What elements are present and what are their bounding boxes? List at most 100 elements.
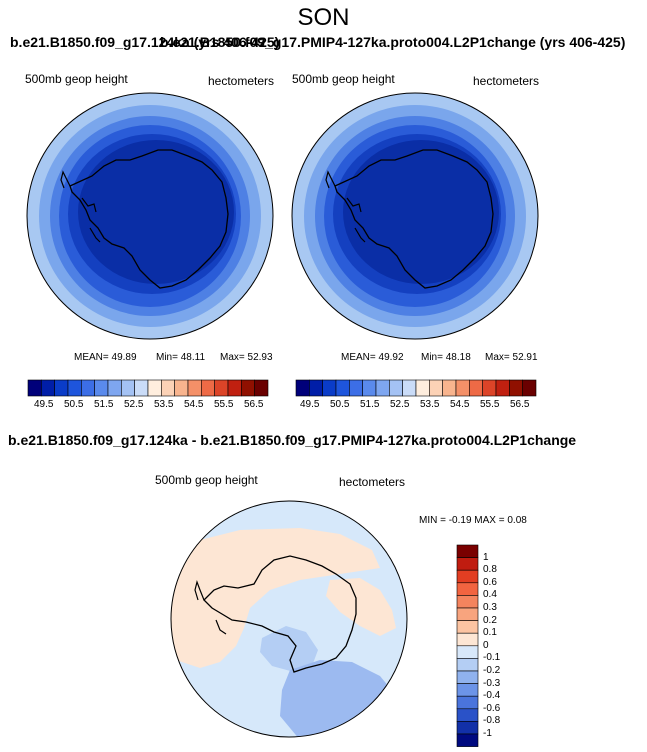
- colorbar-tick-label: 0.8: [483, 564, 497, 576]
- left-polar-map: [27, 93, 273, 339]
- colorbar-tick-label: 53.5: [154, 399, 174, 410]
- colorbar-tick-label: -0.6: [483, 702, 501, 714]
- colorbar-cell: [456, 708, 479, 722]
- colorbar-cell: [309, 379, 323, 397]
- colorbar-cell: [349, 379, 363, 397]
- left-max-stat: Max= 52.93: [220, 352, 273, 363]
- colorbar-cell: [362, 379, 377, 397]
- map-core: [343, 140, 499, 284]
- left-panel-title: b.e21.B1850.f09_g17.124ka (yrs 406-425): [10, 34, 280, 50]
- colorbar-tick-label: 49.5: [300, 399, 320, 410]
- colorbar-tick-label: -0.3: [483, 677, 501, 689]
- difference-min-max-stat: MIN = -0.19 MAX = 0.08: [419, 515, 527, 526]
- colorbar-cell: [322, 379, 337, 397]
- colorbar-cell: [121, 379, 135, 397]
- colorbar-tick-label: 56.5: [510, 399, 530, 410]
- colorbar-tick-label: 50.5: [330, 399, 350, 410]
- colorbar-tick-label: -0.8: [483, 715, 501, 727]
- colorbar-tick-label: -0.2: [483, 665, 501, 676]
- colorbar-cell: [67, 379, 82, 397]
- colorbar-cell: [81, 379, 95, 397]
- difference-map-border: [170, 500, 408, 738]
- colorbar-cell: [442, 379, 457, 397]
- right-panel-variable-label: 500mb geop height: [292, 72, 395, 86]
- colorbar-cell: [41, 379, 55, 397]
- left-mean-stat: MEAN= 49.89: [74, 352, 137, 363]
- colorbar-tick-label: 0.2: [483, 614, 497, 626]
- left-colorbar: [27, 379, 269, 397]
- colorbar-cell: [456, 695, 479, 710]
- colorbar-cell: [456, 569, 479, 584]
- difference-polar-map: [171, 501, 407, 737]
- colorbar-tick-label: 55.5: [480, 399, 500, 410]
- colorbar-tick-label: 50.5: [64, 399, 84, 410]
- right-map-border: [291, 92, 539, 340]
- right-mean-stat: MEAN= 49.92: [341, 352, 404, 363]
- right-polar-map: [292, 93, 538, 339]
- colorbar-tick-label: 0.1: [483, 627, 497, 639]
- colorbar-cell: [456, 582, 479, 596]
- colorbar-cell: [161, 379, 175, 397]
- colorbar-tick-label: 0.6: [483, 576, 497, 588]
- colorbar-tick-label: 52.5: [124, 399, 144, 410]
- colorbar-tick-label: 51.5: [94, 399, 114, 410]
- antarctic-peninsula: [194, 579, 227, 635]
- map-core: [78, 140, 234, 284]
- right-panel-title: b.e21.B1850.f09_g17.PMIP4-127ka.proto004…: [160, 34, 626, 50]
- colorbar-cell: [402, 379, 417, 397]
- colorbar-cell: [94, 379, 109, 397]
- colorbar-cell: [241, 379, 255, 397]
- colorbar-cell: [415, 379, 430, 397]
- colorbar-cell: [456, 683, 479, 697]
- difference-variable-label: 500mb geop height: [155, 473, 258, 487]
- colorbar-tick-label: 54.5: [450, 399, 470, 410]
- colorbar-cell: [456, 733, 479, 747]
- difference-colorbar: [456, 544, 479, 747]
- left-map-border: [26, 92, 274, 340]
- colorbar-cell: [456, 632, 479, 647]
- antarctic-peninsula: [325, 170, 366, 243]
- colorbar-tick-label: 55.5: [214, 399, 234, 410]
- colorbar-cell: [455, 379, 470, 397]
- left-min-stat: Min= 48.11: [156, 352, 206, 363]
- colorbar-cell: [456, 645, 479, 659]
- colorbar-cell: [335, 379, 350, 397]
- colorbar-cell: [509, 379, 523, 397]
- colorbar-cell: [187, 379, 202, 397]
- colorbar-cell: [201, 379, 215, 397]
- colorbar-tick-label: 1: [483, 551, 489, 563]
- colorbar-cell: [27, 379, 42, 397]
- colorbar-tick-label: 0: [483, 639, 489, 651]
- colorbar-tick-label: 0.4: [483, 589, 497, 601]
- diff-positive-region: [171, 528, 396, 668]
- colorbar-cell: [456, 620, 479, 634]
- antarctic-peninsula: [60, 170, 101, 243]
- colorbar-cell: [456, 557, 479, 571]
- colorbar-tick-label: 54.5: [184, 399, 204, 410]
- colorbar-tick-label: -1: [483, 728, 492, 739]
- colorbar-cell: [254, 379, 269, 397]
- right-max-stat: Max= 52.91: [485, 352, 538, 363]
- left-panel-units-label: hectometers: [208, 74, 275, 88]
- colorbar-cell: [147, 379, 162, 397]
- diff-negative-region: [260, 626, 318, 672]
- colorbar-cell: [389, 379, 403, 397]
- colorbar-cell: [482, 379, 497, 397]
- colorbar-cell: [54, 379, 69, 397]
- colorbar-cell: [174, 379, 189, 397]
- antarctica-coastline: [203, 555, 357, 673]
- colorbar-tick-label: 56.5: [244, 399, 264, 410]
- colorbar-tick-label: 51.5: [360, 399, 380, 410]
- colorbar-cell: [456, 658, 479, 672]
- colorbar-tick-label: 52.5: [390, 399, 410, 410]
- colorbar-cell: [522, 379, 537, 397]
- right-min-stat: Min= 48.18: [421, 352, 471, 363]
- right-colorbar: [295, 379, 537, 397]
- colorbar-tick-label: 49.5: [34, 399, 54, 410]
- colorbar-cell: [134, 379, 149, 397]
- colorbar-cell: [214, 379, 229, 397]
- colorbar-cell: [429, 379, 443, 397]
- colorbar-cell: [227, 379, 242, 397]
- difference-units-label: hectometers: [339, 475, 406, 489]
